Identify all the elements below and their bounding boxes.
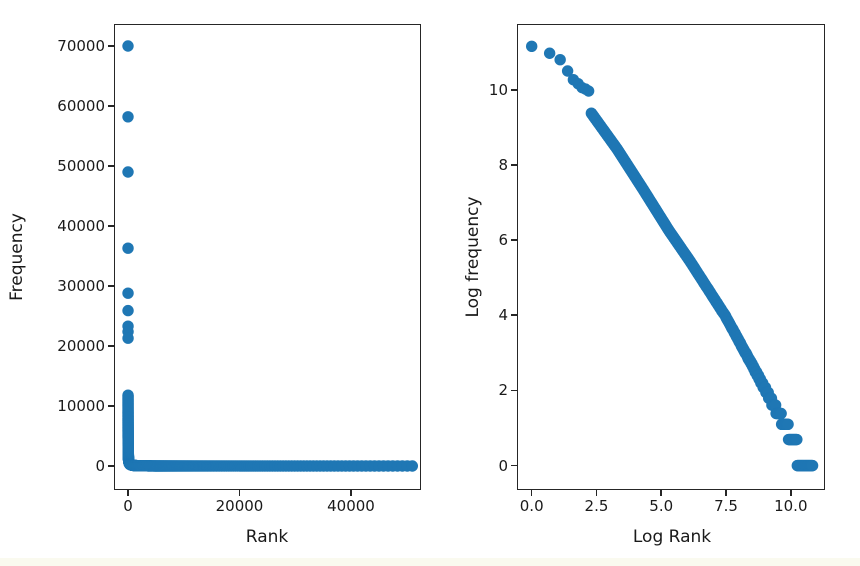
left-plot-x-tick-label: 20000 bbox=[215, 497, 264, 515]
right-plot-x-tick-mark bbox=[595, 490, 598, 496]
left-plot-x-tick-mark bbox=[238, 490, 241, 496]
right-plot-x-tick-mark bbox=[725, 490, 727, 496]
bottom-strip bbox=[0, 558, 860, 566]
left-plot-y-tick-mark bbox=[108, 465, 114, 467]
right-plot-x-tick-label: 2.5 bbox=[584, 497, 609, 515]
left-plot-y-tick-label: 0 bbox=[95, 457, 105, 475]
right-plot-y-tick-mark bbox=[511, 164, 517, 166]
right-plot-y-tick-mark bbox=[511, 88, 517, 91]
left-plot-y-tick-mark bbox=[108, 285, 114, 287]
right-plot-y-tick-label: 10 bbox=[488, 80, 508, 99]
left-plot-y-tick-mark bbox=[108, 45, 114, 47]
right-plot-y-tick-mark bbox=[511, 239, 517, 241]
left-plot-y-axis-label: Frequency bbox=[7, 213, 27, 301]
right-plot-y-tick-label: 4 bbox=[498, 306, 508, 325]
left-plot-y-tick-label: 30000 bbox=[57, 277, 105, 295]
left-plot-y-tick-label: 60000 bbox=[57, 97, 105, 115]
right-plot-y-tick-label: 2 bbox=[498, 381, 508, 400]
right-plot-x-tick-label: 7.5 bbox=[714, 497, 738, 515]
left-plot-y-tick-label: 70000 bbox=[57, 37, 105, 55]
right-plot-y-axis-label: Log frequency bbox=[463, 196, 483, 318]
right-plot-y-tick-mark bbox=[511, 464, 517, 467]
right-plot-x-tick-label: 0.0 bbox=[519, 497, 544, 515]
right-plot-y-tick-mark bbox=[511, 314, 517, 317]
left-plot-scatter-canvas bbox=[114, 24, 421, 490]
left-plot-y-tick-mark bbox=[108, 105, 114, 107]
right-plot-y-tick-mark bbox=[511, 389, 517, 392]
left-plot-x-axis-label: Rank bbox=[245, 527, 289, 547]
right-plot-y-tick-label: 8 bbox=[498, 155, 508, 174]
left-plot-y-tick-mark bbox=[108, 345, 114, 347]
left-plot-y-tick-label: 10000 bbox=[57, 397, 105, 415]
right-plot-x-axis-label: Log Rank bbox=[632, 527, 712, 547]
left-plot-x-tick-label: 40000 bbox=[327, 497, 375, 515]
left-plot-y-tick-label: 40000 bbox=[57, 217, 105, 235]
right-plot-x-tick-label: 10.0 bbox=[774, 497, 808, 515]
left-plot-y-tick-label: 50000 bbox=[57, 157, 105, 175]
right-plot-y-tick-label: 0 bbox=[498, 456, 508, 475]
right-plot-scatter-canvas bbox=[517, 24, 825, 490]
right-plot-x-tick-mark bbox=[660, 490, 663, 496]
right-plot-x-tick-label: 5.0 bbox=[649, 497, 674, 515]
left-plot-y-tick-mark bbox=[108, 405, 114, 407]
left-plot-y-tick-label: 20000 bbox=[57, 337, 105, 355]
left-plot-y-tick-mark bbox=[108, 225, 114, 227]
left-plot-x-tick-mark bbox=[127, 490, 129, 496]
right-plot-y-tick-label: 6 bbox=[498, 231, 508, 250]
right-plot-x-tick-mark bbox=[789, 490, 792, 496]
left-plot-x-tick-label: 0 bbox=[123, 497, 133, 515]
left-plot-x-tick-mark bbox=[350, 490, 352, 496]
left-plot-y-tick-mark bbox=[108, 165, 114, 167]
right-plot-x-tick-mark bbox=[530, 490, 533, 496]
